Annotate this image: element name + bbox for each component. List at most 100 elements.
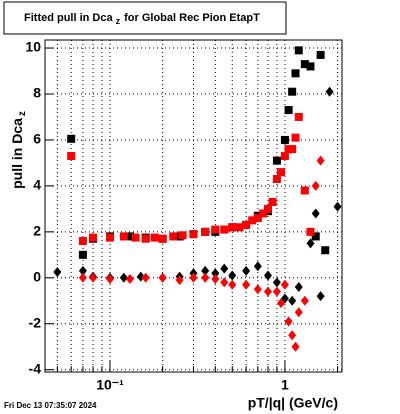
- square-marker: [178, 231, 187, 240]
- square-marker: [277, 168, 286, 177]
- square-marker: [150, 233, 159, 242]
- diamond-marker: [242, 279, 251, 290]
- square-marker: [106, 233, 115, 242]
- diamond-marker: [300, 295, 309, 306]
- square-marker: [291, 69, 300, 78]
- diamond-marker: [220, 263, 229, 274]
- square-marker: [284, 106, 293, 115]
- diamond-marker: [189, 272, 198, 283]
- square-marker: [141, 234, 150, 243]
- square-marker: [291, 133, 300, 142]
- square-marker: [263, 204, 272, 213]
- square-marker: [169, 232, 178, 241]
- square-marker: [119, 232, 128, 241]
- diamond-marker: [201, 265, 210, 276]
- y-tick-label: 10: [25, 39, 41, 55]
- square-marker: [211, 225, 220, 234]
- diamond-marker: [253, 284, 262, 295]
- square-marker: [220, 225, 229, 234]
- diamond-marker: [175, 275, 184, 286]
- title-main: Fitted pull in Dca: [24, 12, 113, 24]
- title-sub: z: [116, 16, 121, 26]
- diamond-marker: [78, 272, 87, 283]
- diamond-marker: [291, 341, 300, 352]
- diamond-marker: [311, 208, 320, 219]
- y-axis-label: pull in Dca z: [9, 111, 28, 189]
- diamond-marker: [277, 298, 286, 309]
- diamond-marker: [211, 273, 220, 284]
- diamond-marker: [125, 273, 134, 284]
- diamond-marker: [294, 281, 303, 292]
- square-marker: [201, 227, 210, 236]
- diamond-marker: [253, 261, 262, 272]
- square-marker: [89, 233, 98, 242]
- square-marker: [288, 87, 297, 96]
- diamond-marker: [220, 277, 229, 288]
- square-marker: [78, 237, 87, 246]
- square-marker: [321, 246, 330, 255]
- diamond-marker: [284, 316, 293, 327]
- diamond-marker: [325, 86, 334, 97]
- y-tick-label: 2: [33, 223, 41, 239]
- square-marker: [280, 135, 289, 144]
- square-marker: [272, 156, 281, 165]
- diamond-marker: [311, 180, 320, 191]
- diamond-marker: [263, 286, 272, 297]
- square-marker: [67, 134, 76, 143]
- square-marker: [242, 220, 251, 229]
- title-end: for Global Rec Pion EtapT: [124, 12, 260, 24]
- diamond-marker: [288, 330, 297, 341]
- diamond-marker: [263, 270, 272, 281]
- diamond-marker: [272, 277, 281, 288]
- y-tick-label: -4: [29, 360, 42, 376]
- square-marker: [235, 223, 244, 232]
- diamond-marker: [228, 270, 237, 281]
- diamond-marker: [280, 279, 289, 290]
- diamond-marker: [272, 286, 281, 297]
- diamond-marker: [211, 268, 220, 279]
- y-tick-label: 4: [33, 177, 41, 193]
- square-marker: [67, 152, 76, 161]
- square-marker: [228, 223, 237, 232]
- y-tick-label: 6: [33, 131, 41, 147]
- square-marker: [294, 46, 303, 55]
- diamond-marker: [158, 272, 167, 283]
- y-label-main: pull in Dca: [9, 118, 25, 189]
- square-marker: [306, 62, 315, 71]
- square-marker: [189, 230, 198, 239]
- diamond-marker: [333, 201, 342, 212]
- square-marker: [158, 234, 167, 243]
- square-marker: [306, 227, 315, 236]
- square-marker: [248, 216, 257, 225]
- diamond-marker: [228, 279, 237, 290]
- square-marker: [294, 112, 303, 121]
- square-marker: [316, 50, 325, 59]
- diamond-marker: [306, 238, 315, 249]
- square-marker: [259, 209, 268, 218]
- plot-frame: [44, 39, 343, 373]
- y-tick-label: 8: [33, 85, 41, 101]
- square-marker: [300, 186, 309, 195]
- chart-title: Fitted pull in Dca z for Global Rec Pion E…: [24, 12, 260, 26]
- square-marker: [131, 233, 140, 242]
- y-label-sub: z: [17, 111, 28, 116]
- square-marker: [125, 232, 134, 241]
- title-box: [3, 1, 287, 35]
- diamond-marker: [89, 272, 98, 283]
- footer: Fri Dec 13 07:35:07 2024: [4, 401, 97, 410]
- diamond-marker: [78, 265, 87, 276]
- square-marker: [300, 60, 309, 69]
- x-tick-label: 10⁻¹: [96, 377, 124, 393]
- square-marker: [311, 232, 320, 241]
- diamond-marker: [106, 273, 115, 284]
- diamond-marker: [316, 155, 325, 166]
- square-marker: [268, 197, 277, 206]
- x-axis-label: pT/|q| (GeV/c): [248, 395, 338, 411]
- diamond-marker: [201, 272, 210, 283]
- y-tick-label: -2: [29, 314, 42, 330]
- x-tick-label: 1: [281, 377, 289, 393]
- diamond-marker: [294, 307, 303, 318]
- square-marker: [253, 214, 262, 223]
